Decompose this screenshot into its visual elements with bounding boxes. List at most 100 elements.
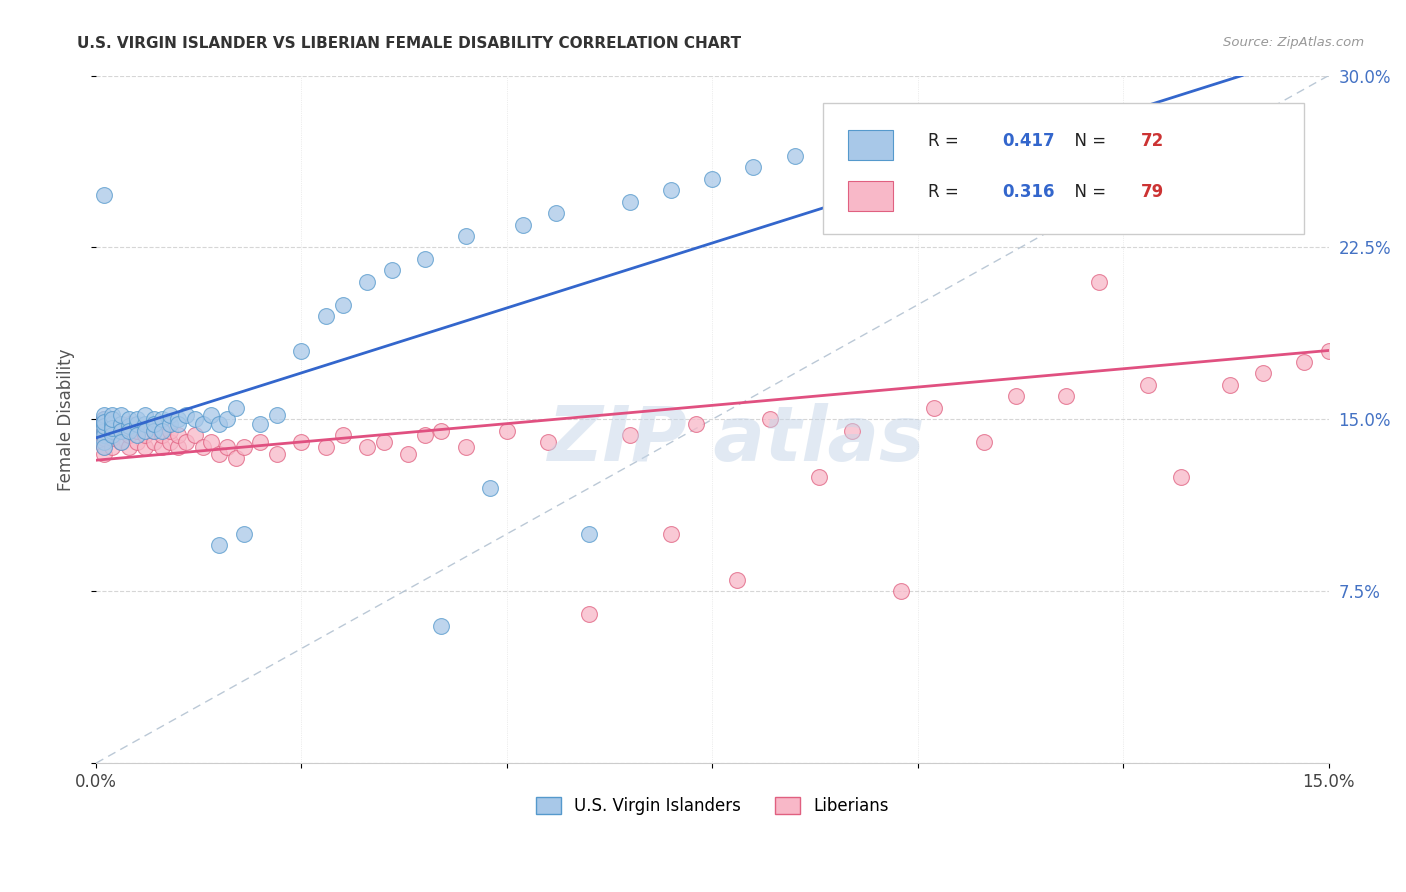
Point bbox=[93, 412, 115, 426]
Point bbox=[93, 431, 115, 445]
Text: U.S. VIRGIN ISLANDER VS LIBERIAN FEMALE DISABILITY CORRELATION CHART: U.S. VIRGIN ISLANDER VS LIBERIAN FEMALE … bbox=[77, 36, 741, 51]
Point bbox=[1317, 343, 1340, 358]
Point bbox=[1054, 389, 1077, 403]
Point bbox=[373, 435, 395, 450]
Point bbox=[1251, 367, 1274, 381]
Point bbox=[93, 435, 115, 450]
Point bbox=[356, 440, 378, 454]
Point bbox=[118, 417, 141, 431]
Point bbox=[315, 309, 337, 323]
Point bbox=[1384, 320, 1406, 334]
Point bbox=[127, 435, 149, 450]
Point bbox=[1292, 355, 1315, 369]
Point bbox=[841, 424, 863, 438]
Point bbox=[93, 440, 115, 454]
Point bbox=[578, 527, 600, 541]
Point bbox=[110, 435, 132, 450]
Point bbox=[93, 424, 115, 438]
Point bbox=[101, 424, 124, 438]
Point bbox=[232, 527, 254, 541]
Point bbox=[659, 183, 682, 197]
Point bbox=[725, 573, 748, 587]
Legend: U.S. Virgin Islanders, Liberians: U.S. Virgin Islanders, Liberians bbox=[527, 789, 897, 823]
Point bbox=[1219, 378, 1241, 392]
Point bbox=[266, 408, 288, 422]
Point bbox=[290, 435, 312, 450]
Point bbox=[134, 440, 156, 454]
Text: Source: ZipAtlas.com: Source: ZipAtlas.com bbox=[1223, 36, 1364, 49]
Point bbox=[101, 412, 124, 426]
Point bbox=[266, 447, 288, 461]
Point bbox=[134, 408, 156, 422]
Point bbox=[150, 440, 173, 454]
Point bbox=[396, 447, 419, 461]
Point bbox=[118, 424, 141, 438]
Point bbox=[866, 137, 889, 152]
Point bbox=[578, 607, 600, 622]
Point bbox=[101, 431, 124, 445]
Point bbox=[127, 428, 149, 442]
Point bbox=[101, 440, 124, 454]
Point bbox=[101, 417, 124, 431]
Point bbox=[430, 424, 453, 438]
Point bbox=[217, 412, 239, 426]
Point bbox=[1334, 332, 1357, 346]
Point bbox=[118, 428, 141, 442]
Point bbox=[225, 401, 247, 415]
Text: 79: 79 bbox=[1142, 184, 1164, 202]
Point bbox=[110, 417, 132, 431]
Point bbox=[150, 412, 173, 426]
Point bbox=[907, 126, 929, 140]
Point bbox=[110, 424, 132, 438]
Point bbox=[217, 440, 239, 454]
Point bbox=[176, 435, 198, 450]
Point bbox=[101, 428, 124, 442]
Point bbox=[118, 440, 141, 454]
Point bbox=[191, 417, 214, 431]
Point bbox=[159, 424, 181, 438]
Point bbox=[134, 428, 156, 442]
Point bbox=[142, 424, 165, 438]
Point bbox=[159, 408, 181, 422]
Point bbox=[546, 206, 568, 220]
Point bbox=[142, 417, 165, 431]
Point bbox=[659, 527, 682, 541]
Point bbox=[167, 428, 190, 442]
Point bbox=[101, 421, 124, 435]
Point bbox=[159, 417, 181, 431]
Point bbox=[922, 401, 945, 415]
Point bbox=[150, 428, 173, 442]
Point bbox=[101, 412, 124, 426]
Text: R =: R = bbox=[928, 184, 965, 202]
Text: R =: R = bbox=[928, 132, 965, 150]
Point bbox=[619, 194, 641, 209]
Point bbox=[332, 298, 354, 312]
Text: ZIP atlas: ZIP atlas bbox=[548, 403, 925, 477]
Point bbox=[249, 435, 271, 450]
Point bbox=[93, 440, 115, 454]
Point bbox=[167, 417, 190, 431]
Point bbox=[142, 435, 165, 450]
Point bbox=[200, 435, 222, 450]
Text: N =: N = bbox=[1063, 132, 1111, 150]
Point bbox=[1005, 389, 1028, 403]
Point bbox=[93, 424, 115, 438]
Point bbox=[413, 252, 436, 266]
Point bbox=[118, 419, 141, 434]
Point bbox=[315, 440, 337, 454]
Point bbox=[110, 417, 132, 431]
Point bbox=[110, 435, 132, 450]
Point bbox=[142, 424, 165, 438]
Point bbox=[167, 440, 190, 454]
Point bbox=[290, 343, 312, 358]
Point bbox=[1236, 137, 1258, 152]
Point bbox=[332, 428, 354, 442]
Point bbox=[381, 263, 404, 277]
Point bbox=[191, 440, 214, 454]
Point bbox=[890, 584, 912, 599]
Point bbox=[225, 451, 247, 466]
Point bbox=[1358, 263, 1381, 277]
Point bbox=[93, 412, 115, 426]
Point bbox=[1071, 137, 1094, 152]
Point bbox=[134, 417, 156, 431]
